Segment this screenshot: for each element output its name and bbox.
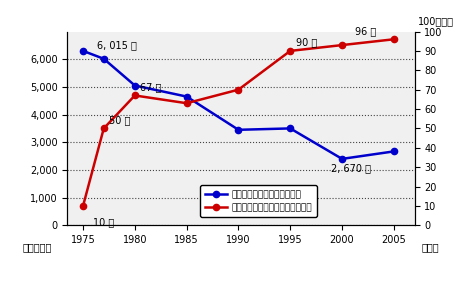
Line: 住宅火災による死者数（人）: 住宅火災による死者数（人） <box>80 48 397 162</box>
Text: 10 ％: 10 ％ <box>93 217 114 227</box>
住宅火災による死者数（人） <box>101 57 107 60</box>
Text: 6, 015 人: 6, 015 人 <box>97 40 137 50</box>
住宅用火災警報器の普及率（％） <box>101 127 107 130</box>
Text: 単位（人）: 単位（人） <box>22 243 52 252</box>
Text: 90 ％: 90 ％ <box>296 37 317 47</box>
Text: 96 ％: 96 ％ <box>355 26 376 36</box>
Text: 100（％）: 100（％） <box>418 16 454 26</box>
住宅火災による死者数（人） <box>339 157 345 160</box>
Text: 67 ％: 67 ％ <box>140 82 162 92</box>
住宅火災による死者数（人） <box>236 128 241 131</box>
Legend: 住宅火災による死者数（人）, 住宅用火災警報器の普及率（％）: 住宅火災による死者数（人）, 住宅用火災警報器の普及率（％） <box>200 185 317 217</box>
Text: （年）: （年） <box>421 243 439 252</box>
住宅用火災警報器の普及率（％） <box>339 43 345 47</box>
住宅用火災警報器の普及率（％） <box>391 38 397 41</box>
住宅用火災警報器の普及率（％） <box>80 204 86 208</box>
住宅火災による死者数（人） <box>132 84 137 87</box>
Line: 住宅用火災警報器の普及率（％）: 住宅用火災警報器の普及率（％） <box>80 36 397 209</box>
住宅用火災警報器の普及率（％） <box>184 102 190 105</box>
住宅火災による死者数（人） <box>184 95 190 98</box>
住宅火災による死者数（人） <box>391 150 397 153</box>
Text: 50 ％: 50 ％ <box>109 115 131 125</box>
住宅火災による死者数（人） <box>80 49 86 52</box>
住宅用火災警報器の普及率（％） <box>287 49 293 52</box>
住宅火災による死者数（人） <box>287 127 293 130</box>
住宅用火災警報器の普及率（％） <box>236 88 241 91</box>
Text: 2, 670 人: 2, 670 人 <box>331 163 371 173</box>
住宅用火災警報器の普及率（％） <box>132 94 137 97</box>
